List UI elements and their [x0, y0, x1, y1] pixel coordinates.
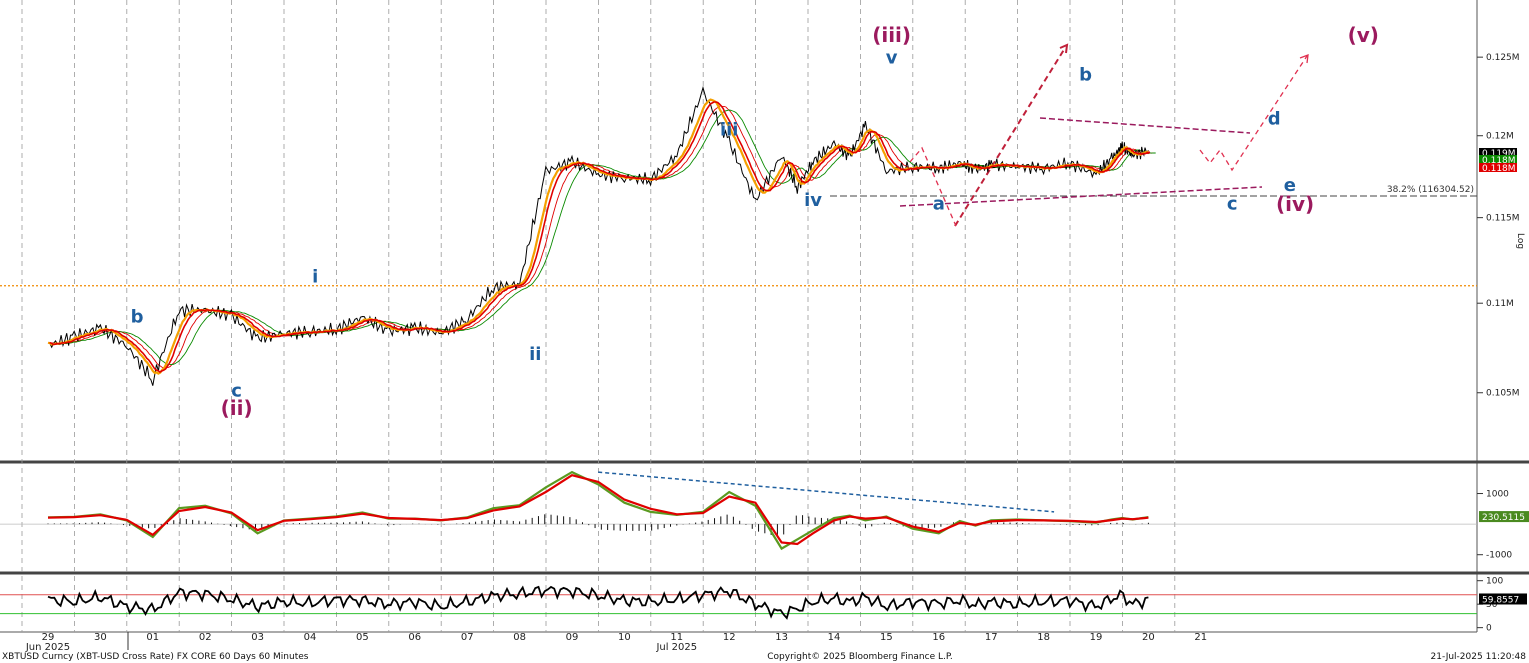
triangle-upper-line [1039, 117, 1251, 134]
wave-label: d [1268, 109, 1281, 130]
date-tick-label: 14 [828, 632, 841, 643]
rsi-tick-label: 100 [1486, 577, 1503, 587]
last-value-text: 0.118M [1482, 164, 1516, 174]
wave-label: b [131, 307, 144, 328]
macd-tick-label: 1000 [1486, 490, 1509, 500]
wave-label: (ii) [221, 396, 253, 420]
last-value-tag [1479, 155, 1517, 164]
arrow-head-2 [1299, 54, 1309, 64]
date-tick-label: 05 [356, 632, 369, 643]
date-tick-label: 15 [880, 632, 893, 643]
date-tick-label: 29 [42, 632, 55, 643]
date-tick-label: 11 [670, 632, 683, 643]
date-tick-label: 12 [723, 632, 736, 643]
date-tick-label: 13 [775, 632, 788, 643]
wave-label: ii [529, 344, 541, 365]
wave-label: (iii) [872, 23, 911, 47]
wave-label: b [1079, 64, 1092, 85]
fib-label: 38.2% (116304.52) [1387, 185, 1474, 195]
rsi-last-value-tag [1479, 593, 1527, 605]
date-tick-label: 20 [1142, 632, 1155, 643]
date-tick-label: 02 [199, 632, 212, 643]
last-value-text: 0.118M [1482, 156, 1516, 166]
projection-arrow-1 [954, 47, 1066, 227]
wave-label: (iv) [1276, 192, 1314, 216]
price-tick-label: 0.115M [1486, 214, 1520, 224]
price-tick-label: 0.11M [1486, 299, 1514, 309]
macd-line [47, 470, 1149, 551]
ma-green-thin [55, 109, 1156, 365]
rsi-last-value-text: 59.8557 [1482, 595, 1519, 605]
macd-signal-line [47, 474, 1149, 546]
ma-red [49, 101, 1150, 373]
wave-label: e [1284, 175, 1296, 196]
gridlines [0, 0, 1477, 632]
date-tick-label: 17 [985, 632, 998, 643]
month-label: Jul 2025 [655, 642, 697, 653]
projection-arrow-2 [1199, 55, 1308, 172]
footer-timestamp: 21-Jul-2025 11:20:48 [1431, 652, 1527, 662]
price-tick-label: 0.12M [1486, 132, 1514, 142]
price-axis: 0.125M0.12M0.115M0.11M0.105M0.119M0.118M… [1477, 53, 1520, 399]
wave-label: i [312, 266, 318, 287]
date-tick-label: 01 [146, 632, 159, 643]
footer-instrument: XBTUSD Curncy (XBT-USD Cross Rate) FX CO… [2, 652, 309, 662]
macd-last-value-tag [1479, 511, 1529, 523]
wave-label: c [231, 380, 242, 401]
macd-divergence-line [598, 471, 1055, 513]
date-tick-label: 08 [513, 632, 526, 643]
date-tick-label: 03 [251, 632, 264, 643]
last-value-tag [1479, 148, 1517, 157]
price-panel [0, 0, 1477, 462]
date-axis: 29 30 01 02 03 04 05 06 07 08 09 10 11 12 13 14 15 16 17 18… [25, 632, 1207, 653]
wave-label: iv [804, 190, 822, 211]
date-tick-label: 09 [566, 632, 579, 643]
date-tick-label: 04 [304, 632, 317, 643]
date-tick-label: 21 [1194, 632, 1207, 643]
date-tick-label: 30 [94, 632, 107, 643]
price-tick-label: 0.125M [1486, 53, 1520, 63]
fib-level: 38.2% (116304.52) [830, 185, 1477, 197]
date-tick-label: 06 [408, 632, 421, 643]
date-tick-label: 19 [1090, 632, 1103, 643]
month-label: Jun 2025 [25, 642, 70, 653]
log-scale-label: Log [1515, 233, 1525, 249]
rsi-panel: 100 50 0 59.8557 [0, 577, 1527, 634]
wave-trendlines [899, 43, 1309, 227]
wave-label: c [1227, 193, 1238, 214]
date-tick-label: 07 [461, 632, 474, 643]
macd-last-value-text: 230.5115 [1482, 513, 1525, 523]
date-tick-label: 16 [932, 632, 945, 643]
footer-copyright: Copyright© 2025 Bloomberg Finance L.P. [767, 652, 952, 662]
last-value-tag [1479, 163, 1517, 172]
rsi-line [47, 585, 1149, 620]
date-tick-label: 18 [1037, 632, 1050, 643]
wave-label: a [933, 193, 945, 214]
rsi-tick-label: 50 [1486, 600, 1498, 610]
price-tick-label: 0.105M [1486, 389, 1520, 399]
date-tick-label: 10 [618, 632, 631, 643]
price-series [47, 85, 1156, 386]
wave-label: iii [720, 120, 739, 141]
arrow-head-1 [1059, 43, 1069, 54]
zigzag-path [909, 146, 957, 227]
last-value-text: 0.119M [1482, 149, 1516, 159]
rsi-tick-label: 0 [1486, 624, 1492, 634]
macd-panel: 1000 -1000 230.5115 [0, 470, 1529, 561]
wave-label: (v) [1348, 23, 1379, 47]
macd-tick-label: -1000 [1486, 551, 1512, 561]
triangle-lower-line [899, 186, 1263, 207]
wave-label: v [886, 47, 898, 68]
